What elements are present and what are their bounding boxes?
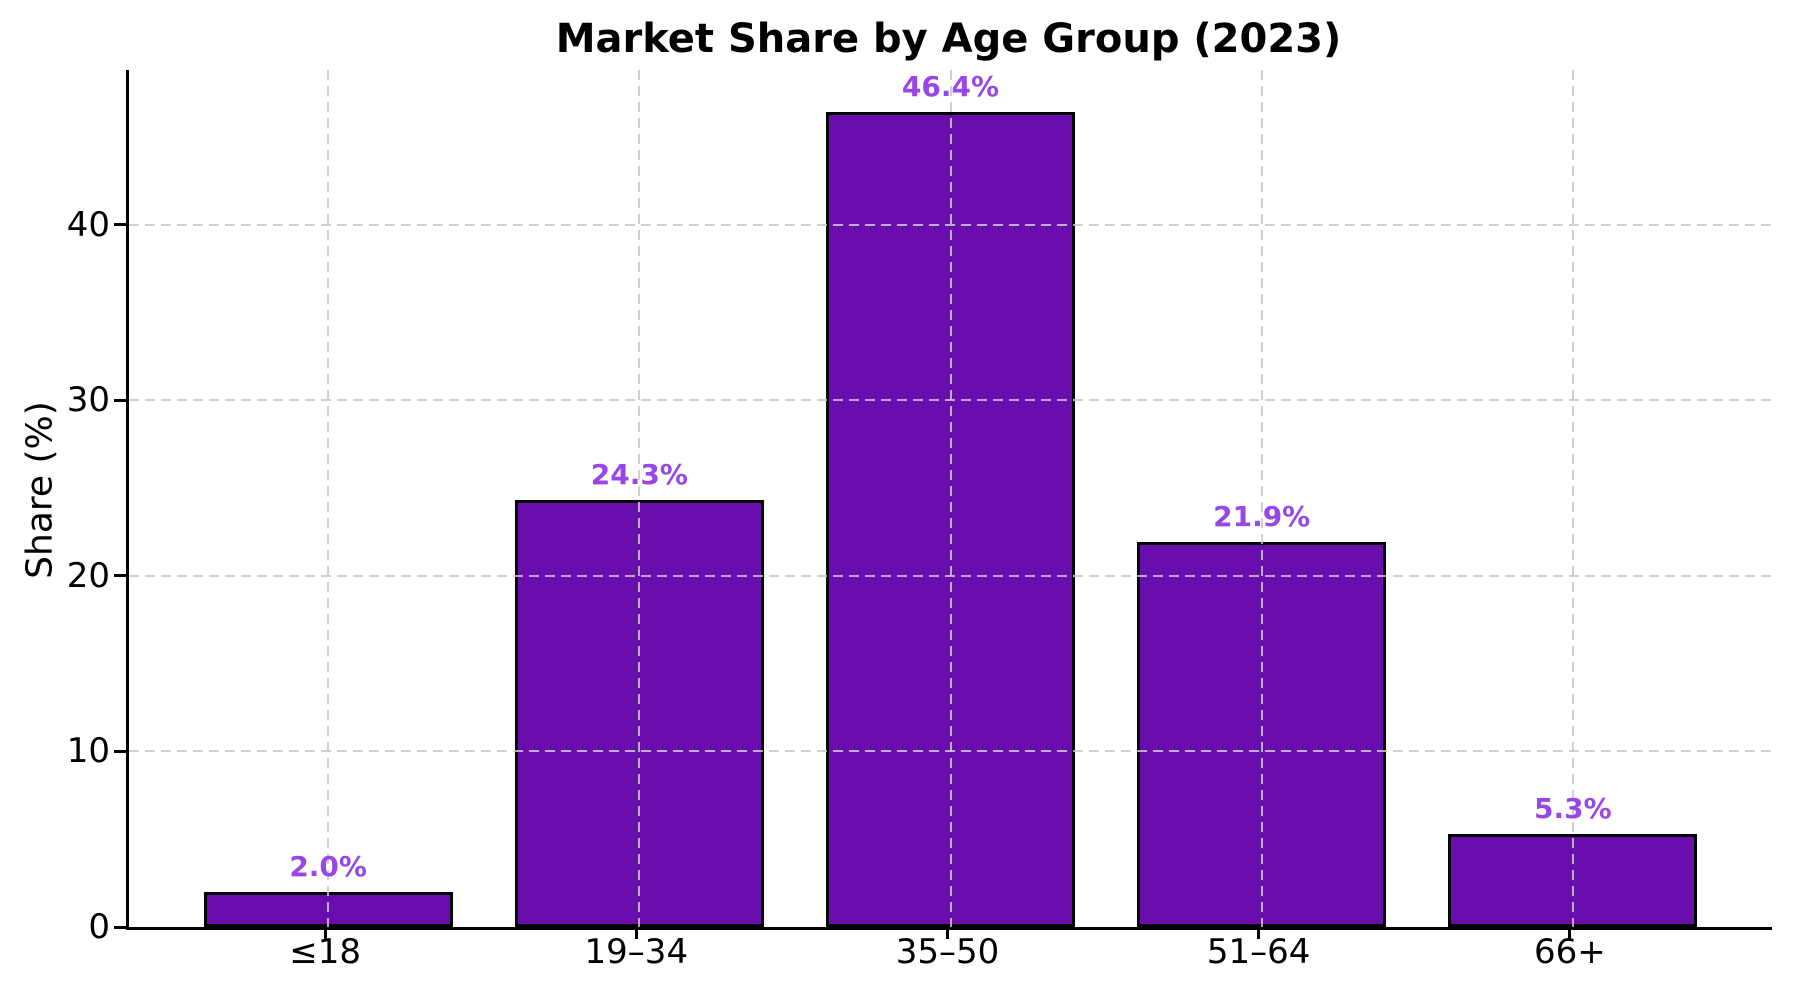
v-gridline-19–34 <box>638 70 641 927</box>
v-gridline-66+ <box>1571 70 1574 927</box>
x-tick-mark-19–34 <box>634 929 638 939</box>
y-tick-label-10: 10 <box>66 731 110 772</box>
bar-value-label-≤18: 2.0% <box>289 849 367 883</box>
y-tick-mark-10 <box>114 749 127 753</box>
y-tick-mark-30 <box>114 398 127 402</box>
x-tick-mark-51–64 <box>1257 929 1261 939</box>
y-tick-mark-40 <box>114 223 127 227</box>
x-tick-label-35–50: 35–50 <box>895 932 1000 972</box>
x-tick-label-≤18: ≤18 <box>289 932 362 972</box>
y-tick-label-20: 20 <box>66 555 110 596</box>
v-gridline-51–64 <box>1260 70 1263 927</box>
x-tick-label-66+: 66+ <box>1533 932 1606 972</box>
bar-value-label-19–34: 24.3% <box>590 458 688 492</box>
x-tick-label-19–34: 19–34 <box>584 932 689 972</box>
bar-value-label-35–50: 46.4% <box>901 70 1000 104</box>
bar-value-label-66+: 5.3% <box>1534 791 1612 825</box>
plot-area: 2.0% 24.3% 46.4% 21.9% 5.3% <box>126 70 1772 930</box>
v-gridline-35–50 <box>949 70 952 927</box>
y-tick-label-30: 30 <box>66 380 110 421</box>
y-tick-label-40: 40 <box>66 204 110 245</box>
y-axis-title: Share (%) <box>19 401 61 579</box>
y-tick-label-0: 0 <box>88 907 110 947</box>
y-tick-mark-0 <box>114 925 127 929</box>
x-tick-label-51–64: 51–64 <box>1206 932 1311 972</box>
v-gridline-≤18 <box>327 70 330 927</box>
x-tick-mark-66+ <box>1568 929 1572 939</box>
bar-value-label-51–64: 21.9% <box>1213 500 1311 534</box>
chart-title: Market Share by Age Group (2023) <box>555 16 1342 62</box>
x-tick-mark-≤18 <box>323 929 327 939</box>
y-tick-mark-20 <box>114 574 127 578</box>
x-tick-mark-35–50 <box>946 929 949 939</box>
